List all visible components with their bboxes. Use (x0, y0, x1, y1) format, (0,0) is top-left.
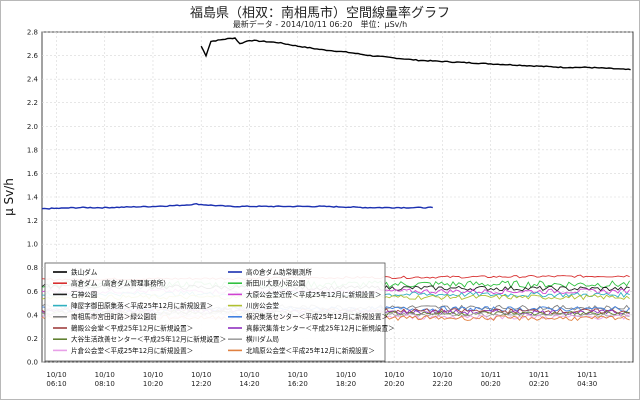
series-line-0 (200, 37, 631, 71)
x-tick-time: 08:10 (95, 380, 115, 388)
x-tick-date: 10/10 (239, 371, 259, 379)
y-axis-label: μ Sv/h (2, 178, 16, 216)
y-tick-label: 1.2 (27, 217, 38, 225)
x-tick-time: 04:30 (577, 380, 597, 388)
x-tick-date: 10/10 (288, 371, 308, 379)
y-tick-label: 1.8 (27, 146, 38, 154)
legend-entry: 横沢集落センター＜平成25年12月に新規設置＞ (246, 312, 388, 321)
legend-entry: 高倉ダム（高倉ダム管理事務所） (71, 279, 170, 288)
legend-entry: 川房公会堂 (246, 301, 279, 310)
x-tick-time: 06:10 (46, 380, 66, 388)
y-tick-label: 0.2 (27, 335, 38, 343)
y-tick-label: 2.2 (27, 99, 38, 107)
legend-entry: 南相馬市宮田町路＞緑公園前 (71, 312, 157, 321)
legend-entry: 石神公園 (71, 290, 98, 299)
y-tick-label: 0.6 (27, 288, 39, 296)
x-tick-time: 16:20 (288, 380, 308, 388)
y-tick-label: 2.6 (27, 52, 39, 60)
legend-entry: 大原公会堂近傍＜平成25年12月に新規設置＞ (246, 290, 381, 299)
x-tick-date: 10/11 (529, 371, 549, 379)
x-tick-time: 12:20 (191, 380, 211, 388)
x-axis: 10/1006:1010/1008:1010/1010:2010/1012:20… (46, 371, 597, 388)
legend-entry: 北鳩原公会堂＜平成25年12月に新規設置＞ (246, 346, 375, 355)
x-tick-date: 10/10 (336, 371, 356, 379)
y-tick-label: 1.6 (27, 170, 39, 178)
legend-entry: 高の倉ダム助常観測所 (246, 267, 312, 276)
legend-entry: 横川ダム局 (246, 335, 279, 344)
chart-title: 福島県（相双：南相馬市）空間線量率グラフ (189, 6, 450, 21)
y-tick-label: 0.8 (27, 264, 38, 272)
x-tick-date: 10/10 (143, 371, 163, 379)
x-tick-date: 10/11 (481, 371, 501, 379)
y-tick-label: 0.4 (27, 311, 39, 319)
legend-entry: 片倉公会堂＜平成25年12月に新規設置＞ (71, 346, 193, 355)
x-tick-date: 10/10 (384, 371, 404, 379)
y-axis: 0.0 0.2 0.4 0.6 0.8 1.0 1.2 1.4 1.6 1.8 2.0 2.2 2.4 2… (27, 29, 39, 367)
x-tick-date: 10/11 (577, 371, 597, 379)
legend-entry: 真藤沢集落センター＜平成25年12月に新規設置＞ (246, 323, 395, 332)
y-tick-label: 1.0 (27, 241, 38, 249)
x-tick-time: 14:20 (239, 380, 259, 388)
x-tick-date: 10/10 (432, 371, 452, 379)
chart-subtitle: 最新データ - 2014/10/11 06:20 単位：μSv/h (232, 20, 408, 29)
y-tick-label: 2.0 (27, 123, 38, 131)
y-tick-label: 2.8 (27, 29, 38, 37)
legend-entry: 大谷生活改善センター＜平成25年12月に新規設置＞ (71, 335, 226, 344)
y-tick-label: 1.4 (27, 194, 39, 202)
y-tick-label: 0.0 (27, 359, 38, 367)
x-tick-time: 20:20 (384, 380, 404, 388)
x-tick-time: 02:20 (529, 380, 549, 388)
y-tick-label: 2.4 (27, 76, 39, 84)
x-tick-date: 10/10 (95, 371, 115, 379)
legend-entry: 新田川大原小沼公園 (246, 279, 306, 288)
legend-box (44, 262, 386, 362)
legend-entry: 鶴殿公会堂＜平成25年12月に新規設置＞ (71, 323, 193, 332)
x-tick-date: 10/10 (191, 371, 211, 379)
legend-entry: 陣屋字御田原集落＜平成25年12月に新規設置＞ (71, 301, 213, 310)
legend-entry: 鉄山ダム (71, 267, 98, 276)
series-line-1 (41, 202, 433, 210)
x-tick-date: 10/10 (46, 371, 66, 379)
x-tick-time: 18:20 (336, 380, 356, 388)
x-tick-time: 00:20 (481, 380, 501, 388)
x-tick-time: 10:20 (143, 380, 163, 388)
x-tick-time: 22:20 (432, 380, 452, 388)
